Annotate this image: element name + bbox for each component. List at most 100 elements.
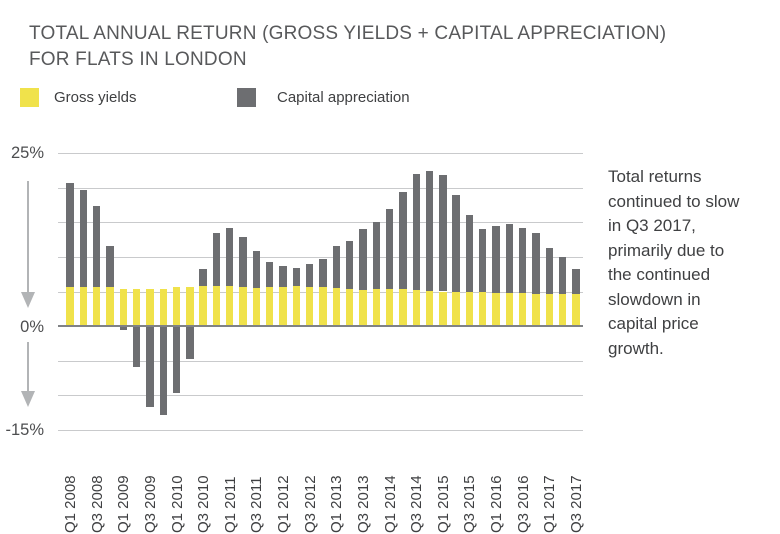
bar-gross-q4-2012 xyxy=(319,287,327,327)
bar-gross-q2-2011 xyxy=(239,286,247,327)
bar-capital-q4-2014 xyxy=(425,171,434,291)
bar-capital-q3-2009 xyxy=(146,327,154,408)
chart-title-line1: TOTAL ANNUAL RETURN (GROSS YIELDS + CAPI… xyxy=(29,22,667,44)
x-tick-label-q3-2009: Q3 2009 xyxy=(141,475,159,533)
bar-capital-q4-2012 xyxy=(319,258,327,288)
bar-gross-q3-2015 xyxy=(465,292,474,327)
bar-capital-q2-2014 xyxy=(399,191,407,290)
gridline-20 xyxy=(58,187,583,189)
bar-capital-q1-2015 xyxy=(439,175,447,292)
x-tick-label-q1-2016: Q1 2016 xyxy=(488,475,506,533)
bar-gross-q1-2014 xyxy=(385,289,394,327)
bar-capital-q1-2014 xyxy=(385,209,394,290)
x-tick-label-q3-2016: Q3 2016 xyxy=(514,475,532,533)
zero-axis-line xyxy=(58,325,583,328)
bar-gross-q4-2009 xyxy=(159,288,167,327)
bar-gross-q2-2008 xyxy=(79,287,87,327)
down-arrow-upper-icon xyxy=(21,292,35,308)
gridline--5 xyxy=(58,360,583,362)
x-tick-label-q3-2017: Q3 2017 xyxy=(568,475,585,533)
legend-label-capital-appreciation: Capital appreciation xyxy=(277,89,410,106)
bar-capital-q3-2017 xyxy=(572,268,580,294)
bar-capital-q4-2013 xyxy=(372,221,380,289)
bar-gross-q3-2017 xyxy=(572,293,580,327)
x-tick-label-q1-2009: Q1 2009 xyxy=(115,475,133,533)
bar-gross-q1-2008 xyxy=(66,286,74,327)
bar-gross-q2-2017 xyxy=(558,293,567,327)
chart-title: TOTAL ANNUAL RETURN (GROSS YIELDS + CAPI… xyxy=(29,21,666,73)
gridline-25 xyxy=(58,153,583,154)
x-tick-label-q1-2013: Q1 2013 xyxy=(328,475,346,533)
bar-gross-q3-2014 xyxy=(412,290,420,327)
bar-gross-q1-2015 xyxy=(439,291,447,327)
x-tick-label-q1-2014: Q1 2014 xyxy=(381,475,399,533)
x-tick-label-q3-2010: Q3 2010 xyxy=(195,475,213,533)
bar-gross-q1-2012 xyxy=(279,286,287,327)
bar-capital-q2-2008 xyxy=(79,190,87,288)
bar-gross-q1-2011 xyxy=(226,285,234,327)
legend-item-capital-appreciation: Capital appreciation xyxy=(237,88,410,107)
bar-capital-q1-2009 xyxy=(119,327,127,331)
bar-capital-q3-2012 xyxy=(305,263,314,287)
bar-capital-q4-2010 xyxy=(212,233,221,286)
x-tick-label-q1-2008: Q1 2008 xyxy=(62,475,79,533)
bar-gross-q3-2011 xyxy=(252,288,261,327)
x-tick-label-q1-2011: Q1 2011 xyxy=(221,476,239,533)
bar-gross-q2-2015 xyxy=(452,292,460,327)
bar-capital-q1-2013 xyxy=(332,245,340,289)
annotation-text: Total returns continued to slow in Q3 20… xyxy=(608,167,740,358)
bar-capital-q2-2013 xyxy=(345,240,354,289)
bar-gross-q4-2014 xyxy=(425,290,434,327)
down-arrow-lower-icon xyxy=(21,391,35,407)
x-tick-label-q1-2017: Q1 2017 xyxy=(541,475,559,533)
gridline--10 xyxy=(58,395,583,397)
legend-item-gross-yields: Gross yields xyxy=(20,88,137,107)
x-tick-label-q3-2015: Q3 2015 xyxy=(461,475,479,533)
bar-capital-q4-2016 xyxy=(532,233,540,294)
bar-capital-q3-2016 xyxy=(519,228,527,293)
x-tick-label-q3-2012: Q3 2012 xyxy=(301,475,319,533)
bar-gross-q4-2008 xyxy=(106,287,114,327)
bar-capital-q2-2017 xyxy=(558,256,567,294)
gridline-15 xyxy=(58,222,583,224)
down-arrow-lower-shaft xyxy=(27,342,29,392)
x-tick-label-q3-2013: Q3 2013 xyxy=(354,475,372,533)
bar-gross-q3-2010 xyxy=(199,285,207,327)
bar-gross-q3-2016 xyxy=(519,292,527,327)
bar-gross-q2-2013 xyxy=(345,288,354,327)
bar-gross-q1-2016 xyxy=(492,292,500,327)
bar-gross-q3-2013 xyxy=(359,290,367,327)
bar-gross-q3-2012 xyxy=(305,286,314,327)
bar-capital-q2-2011 xyxy=(239,237,247,287)
x-tick-label-q1-2012: Q1 2012 xyxy=(275,475,293,533)
bar-capital-q3-2008 xyxy=(92,206,101,287)
bar-gross-q4-2016 xyxy=(532,293,540,327)
x-tick-label-q3-2008: Q3 2008 xyxy=(88,475,106,533)
bar-capital-q2-2016 xyxy=(505,223,514,293)
bar-gross-q4-2011 xyxy=(266,287,274,327)
x-tick-label-q1-2010: Q1 2010 xyxy=(168,475,186,533)
x-tick-label-q3-2011: Q3 2011 xyxy=(248,476,266,533)
bar-capital-q1-2011 xyxy=(226,228,234,286)
bar-capital-q2-2010 xyxy=(186,327,194,360)
legend-label-gross-yields: Gross yields xyxy=(54,89,137,106)
bar-capital-q3-2014 xyxy=(412,174,420,291)
y-axis-label-0: 0% xyxy=(20,318,44,336)
gridline-10 xyxy=(58,256,583,258)
gridline--15 xyxy=(58,430,583,431)
bar-gross-q3-2008 xyxy=(92,286,101,327)
bar-capital-q4-2011 xyxy=(266,261,274,288)
bar-gross-q4-2010 xyxy=(212,285,221,327)
bar-capital-q3-2010 xyxy=(199,268,207,286)
bar-gross-q2-2009 xyxy=(132,289,141,327)
bar-capital-q1-2008 xyxy=(66,183,74,287)
y-axis-label-neg15: -15% xyxy=(5,421,44,439)
chart-plot-area xyxy=(58,153,583,431)
bar-gross-q2-2010 xyxy=(186,286,194,327)
capital-appreciation-swatch-icon xyxy=(237,88,256,107)
bar-capital-q3-2015 xyxy=(465,215,474,293)
bar-capital-q3-2011 xyxy=(252,251,261,289)
x-tick-label-q3-2014: Q3 2014 xyxy=(408,475,426,533)
bar-capital-q2-2009 xyxy=(132,327,141,367)
